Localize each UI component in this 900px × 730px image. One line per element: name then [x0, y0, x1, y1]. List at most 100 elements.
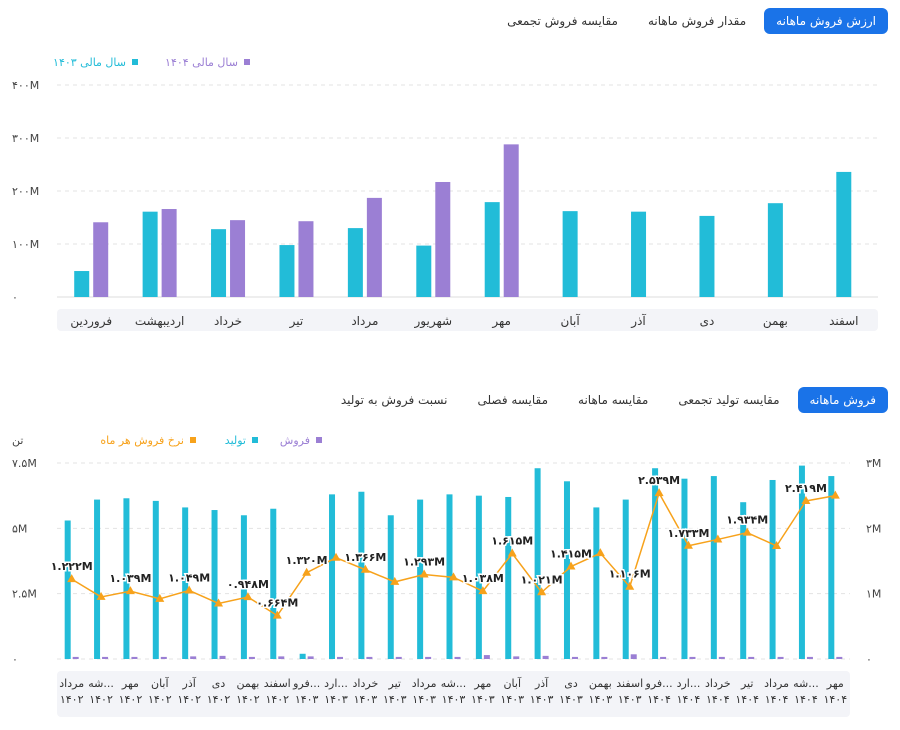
sales-bar [748, 656, 755, 659]
production-bar [475, 495, 482, 659]
tab-monthly-sales-quantity[interactable]: مقدار فروش ماهانه [647, 14, 747, 28]
x-tick-month: اسفند [616, 677, 643, 690]
x-tick-month: خرداد [705, 677, 731, 690]
bar-1403 [699, 215, 715, 297]
tab-seasonal-comparison[interactable]: مقایسه فصلی [477, 393, 549, 407]
x-tick-month: مرداد [764, 677, 789, 690]
legend-swatch [132, 59, 138, 65]
sales-bar [660, 656, 667, 659]
x-tick-year: ۱۴۰۳ [354, 693, 378, 706]
sales-rate-label: ۱.۱۰۶M [609, 568, 651, 581]
x-tick-year: ۱۴۰۴ [677, 693, 701, 706]
legend-swatch [244, 59, 250, 65]
bar-1404 [161, 209, 177, 297]
x-tick-year: ۱۴۰۲ [177, 693, 201, 706]
x-tick-month: مهر [121, 677, 139, 690]
production-bar [358, 491, 365, 659]
legend-label: نرخ فروش هر ماه [100, 434, 184, 447]
x-tick-year: ۱۴۰۳ [559, 693, 583, 706]
x-tick-year: ۱۴۰۲ [60, 693, 84, 706]
sales-rate-label: ۱.۰۲۱M [521, 573, 563, 586]
sales-bar [307, 656, 314, 659]
tab-monthly-sales[interactable]: فروش ماهانه [797, 387, 888, 413]
sales-bar [806, 656, 813, 659]
x-tick-month: بهمن [236, 677, 259, 690]
sales-bar [777, 656, 784, 659]
sales-rate-label: ۱.۲۹۳M [403, 556, 445, 569]
legend-label: سال مالی ۱۴۰۴ [165, 56, 238, 69]
tab-monthly-sales-value[interactable]: ارزش فروش ماهانه [764, 8, 888, 34]
sales-bar [483, 655, 490, 659]
production-bar [329, 494, 336, 659]
x-tick-year: ۱۴۰۳ [324, 693, 348, 706]
x-tick-year: ۱۴۰۲ [236, 693, 260, 706]
legend-label: فروش [280, 434, 310, 447]
x-tick-label: آبان [561, 313, 581, 328]
x-tick-year: ۱۴۰۳ [442, 693, 466, 706]
bar-1403 [484, 202, 500, 297]
x-tick-month: شه... [793, 677, 819, 690]
bar-1404 [366, 197, 382, 297]
bottom-tabs: فروش ماهانه مقایسه تولید تجمعی مقایسه ما… [329, 387, 888, 413]
legend-item: تولید [225, 434, 258, 447]
sales-bar [718, 656, 725, 659]
production-bar [417, 499, 424, 659]
sales-rate-marker [625, 581, 635, 590]
sales-bar [425, 656, 432, 659]
y-left-tick-label: ۲.۵M [12, 588, 37, 601]
bar-1403 [74, 271, 90, 297]
sales-bar [160, 656, 167, 659]
x-tick-label: اردیبهشت [135, 314, 184, 329]
sales-rate-marker [683, 540, 693, 549]
x-tick-year: ۱۴۰۳ [589, 693, 613, 706]
sales-rate-marker [742, 527, 752, 536]
sales-rate-label: ۱.۰۳۹M [109, 572, 151, 585]
sales-rate-marker [537, 587, 547, 596]
x-tick-month: مهر [473, 677, 491, 690]
x-tick-month: آبان [503, 676, 521, 690]
sales-rate-marker [478, 586, 488, 595]
tab-sales-to-production-ratio[interactable]: نسبت فروش به تولید [340, 393, 448, 407]
x-tick-label: خرداد [214, 314, 242, 329]
x-tick-month: فرو... [292, 677, 320, 690]
production-bar [710, 476, 717, 659]
production-bar [387, 515, 394, 659]
sales-rate-label: ۱.۰۴۹M [168, 571, 210, 584]
y-tick-label: ۱۰۰M [12, 238, 39, 251]
sales-bar [513, 656, 520, 659]
sales-bar [836, 656, 843, 659]
tab-monthly-comparison[interactable]: مقایسه ماهانه [578, 393, 649, 407]
sales-rate-marker [419, 569, 429, 578]
y-left-tick-label: ۵M [12, 522, 27, 535]
sales-rate-label: ۱.۰۳۸M [462, 572, 504, 585]
tab-cumulative-production-comparison[interactable]: مقایسه تولید تجمعی [678, 393, 780, 407]
bar-1403 [211, 229, 227, 297]
x-tick-year: ۱۴۰۲ [89, 693, 113, 706]
sales-rate-marker [272, 610, 282, 619]
sales-bar [689, 656, 696, 659]
tab-cumulative-sales-comparison[interactable]: مقایسه فروش تجمعی [507, 14, 618, 28]
sales-bar [131, 656, 138, 659]
sales-rate-label: ۲.۴۱۹M [785, 482, 827, 495]
bar-1404 [230, 220, 246, 297]
production-bar [622, 499, 629, 659]
x-tick-label: اسفند [829, 314, 858, 328]
production-bar [593, 507, 600, 659]
sales-rate-marker [155, 593, 165, 602]
x-tick-year: ۱۴۰۳ [471, 693, 495, 706]
production-bar [769, 479, 776, 659]
x-tick-year: ۱۴۰۳ [500, 693, 524, 706]
sales-rate-label: ۰.۶۶۴M [256, 597, 298, 610]
sales-rate-label: ۲.۵۳۹M [638, 474, 680, 487]
sales-bar [366, 656, 373, 659]
x-tick-year: ۱۴۰۳ [412, 693, 436, 706]
sales-rate-label: ۱.۷۳۳M [667, 527, 709, 540]
bar-1403 [562, 211, 578, 297]
sales-bar [248, 656, 255, 659]
bar-1403 [142, 211, 158, 297]
sales-rate-label: ۱.۳۶۶M [344, 551, 386, 564]
bar-1403 [279, 245, 295, 297]
production-bar [534, 468, 541, 659]
x-tick-month: آذر [534, 676, 549, 690]
